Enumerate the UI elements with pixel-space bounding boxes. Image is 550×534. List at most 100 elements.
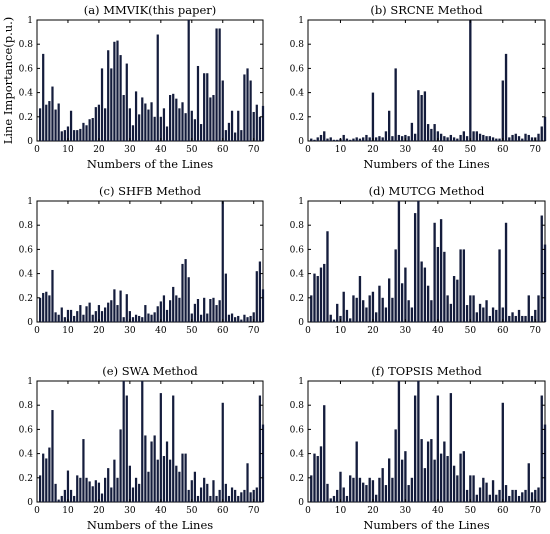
bar-line-5: [323, 263, 326, 322]
bar-line-52: [196, 299, 200, 322]
bar-line-21: [100, 68, 104, 141]
bar-line-24: [384, 485, 388, 502]
bar-line-34: [417, 381, 420, 502]
bar-line-72: [258, 261, 262, 322]
bar-line-3: [45, 291, 48, 322]
bar-line-71: [537, 133, 540, 141]
plot-frame: [307, 19, 546, 142]
bar-line-46: [178, 108, 181, 141]
bar-line-23: [381, 137, 384, 141]
bar-line-38: [430, 439, 433, 502]
x-tick-label: 70: [248, 506, 260, 516]
bar-line-38: [430, 128, 433, 141]
chart-panel-b: 0 10 20 30 40 50 60 70 0 0.2 0.4 0.6 0.8 1 (b) SRCNE M…: [290, 3, 547, 171]
bar-line-35: [144, 305, 147, 322]
bar-line-28: [122, 381, 125, 502]
bar-line-43: [169, 95, 172, 141]
bar-line-8: [60, 131, 63, 141]
bar-line-44: [449, 393, 453, 502]
bar-line-68: [527, 295, 530, 322]
y-tick-label: 0: [298, 318, 304, 328]
bar-line-25: [113, 289, 116, 322]
bar-line-49: [187, 489, 190, 502]
bar-line-68: [246, 463, 249, 502]
bar-line-33: [413, 133, 417, 141]
bar-line-27: [394, 249, 397, 322]
x-axis-label: Numbers of the Lines: [87, 157, 213, 171]
bar-line-52: [475, 312, 478, 322]
bar-line-68: [246, 317, 249, 322]
bar-line-60: [501, 80, 504, 141]
bar-line-50: [469, 295, 472, 322]
bar-line-23: [381, 297, 384, 322]
x-tick-label: 30: [400, 506, 412, 516]
bar-line-71: [255, 487, 258, 502]
bar-line-17: [362, 137, 365, 141]
bar-line-12: [73, 495, 76, 502]
bar-line-57: [212, 297, 215, 322]
bar-line-22: [104, 477, 107, 502]
bar-line-47: [459, 453, 462, 502]
bar-line-4: [48, 295, 51, 322]
bar-line-11: [342, 291, 345, 322]
bar-line-51: [472, 295, 475, 322]
bar-line-36: [423, 267, 427, 322]
bar-line-34: [417, 90, 420, 141]
bar-line-53: [199, 487, 203, 502]
bar-line-59: [218, 28, 221, 141]
bar-line-37: [150, 441, 153, 502]
bar-line-47: [181, 102, 184, 141]
x-tick-label: 10: [335, 145, 347, 155]
bar-line-63: [511, 312, 514, 322]
x-tick-label: 30: [400, 145, 412, 155]
bar-line-44: [172, 395, 175, 502]
bar-line-7: [57, 314, 60, 322]
bar-line-4: [48, 447, 51, 502]
bar-line-65: [517, 309, 521, 322]
bar-line-6: [54, 312, 57, 322]
bar-line-17: [88, 481, 91, 502]
bar-line-72: [540, 215, 543, 322]
y-tick-label: 0.4: [290, 450, 305, 460]
bar-line-58: [215, 28, 218, 141]
bar-line-40: [436, 395, 440, 502]
x-tick-label: 50: [465, 506, 477, 516]
bar-line-38: [153, 312, 156, 322]
chart-title: (e) SWA Method: [102, 364, 198, 378]
bar-line-67: [243, 314, 246, 322]
bar-line-37: [426, 285, 430, 322]
bar-line-69: [530, 137, 534, 141]
bar-line-69: [249, 492, 252, 502]
bar-line-21: [375, 312, 378, 322]
x-tick-label: 0: [34, 326, 40, 336]
bar-line-1: [38, 297, 42, 322]
bar-line-18: [365, 134, 368, 141]
bar-line-42: [443, 136, 446, 141]
bar-line-21: [100, 493, 104, 502]
bar-line-25: [388, 278, 391, 322]
bar-line-20: [97, 104, 101, 141]
bar-line-47: [459, 134, 462, 141]
plot-frame: [36, 200, 264, 323]
x-tick-label: 60: [217, 326, 229, 336]
bar-line-12: [73, 130, 76, 141]
bar-line-38: [430, 300, 433, 322]
bar-line-28: [397, 201, 401, 322]
bar-line-66: [240, 492, 243, 502]
y-tick-label: 0.8: [19, 40, 34, 50]
x-tick-label: 30: [400, 326, 412, 336]
x-tick-label: 30: [124, 506, 136, 516]
bar-line-64: [514, 315, 517, 322]
plot-frame: [36, 380, 264, 503]
bar-line-57: [212, 480, 215, 502]
bar-line-44: [449, 134, 453, 141]
bar-line-28: [122, 317, 125, 322]
bar-line-72: [258, 395, 262, 502]
bar-line-29: [125, 294, 128, 322]
bar-line-36: [147, 313, 150, 322]
bar-line-39: [156, 459, 159, 502]
bar-line-53: [478, 303, 482, 322]
bar-line-17: [88, 119, 91, 141]
y-tick-label: 1: [298, 16, 304, 26]
x-tick-label: 70: [248, 326, 260, 336]
